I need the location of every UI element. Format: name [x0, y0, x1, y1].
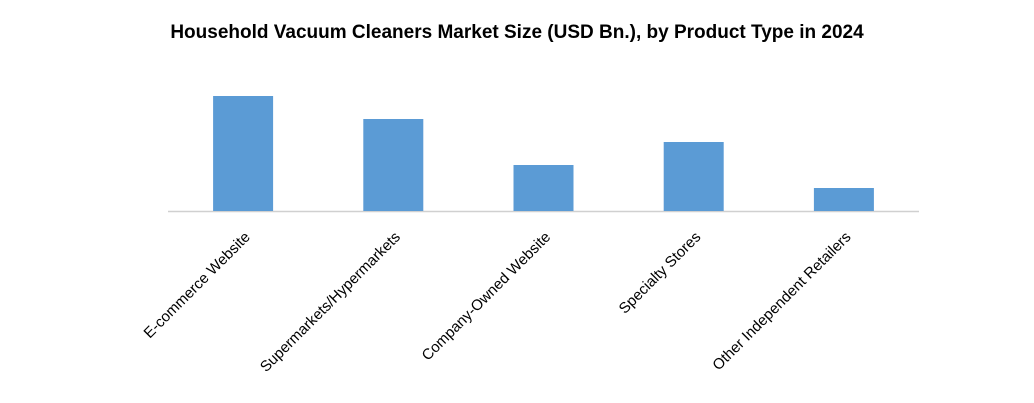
x-tick-label: Other Independent Retailers	[709, 229, 854, 374]
bar	[363, 119, 424, 211]
bar	[213, 96, 274, 211]
chart-title: Household Vacuum Cleaners Market Size (U…	[170, 22, 864, 43]
bar	[663, 142, 724, 211]
bar	[513, 165, 574, 211]
x-tick-label: E-commerce Website	[141, 229, 254, 342]
bar	[813, 188, 874, 211]
x-tick-label: Specialty Stores	[616, 229, 705, 318]
x-tick-label: Company-Owned Website	[419, 229, 555, 365]
x-tick-label: Supermarkets/Hypermarkets	[257, 229, 404, 376]
